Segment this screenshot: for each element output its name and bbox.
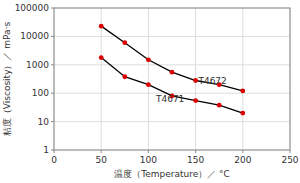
x-tick-label: 50 — [95, 155, 107, 165]
series-marker — [193, 98, 198, 103]
axes: 1 10 100 1000 10000 100000 0 50 100 150 200 250 — [15, 3, 299, 165]
chart: 1 10 100 1000 10000 100000 0 50 100 150 200 250 温度（T… — [0, 0, 300, 183]
series-marker — [122, 74, 127, 79]
y-tick-label: 1000 — [26, 60, 49, 70]
x-tick-label: 150 — [187, 155, 204, 165]
series-marker — [240, 89, 245, 94]
series-marker — [240, 111, 245, 116]
series-line — [101, 58, 243, 114]
series-marker — [170, 70, 175, 75]
series-marker — [99, 24, 104, 29]
grid — [54, 8, 290, 150]
x-tick-label: 0 — [51, 155, 57, 165]
x-axis-label: 温度（Temperature）／ °C — [114, 169, 230, 179]
x-tick-label: 200 — [234, 155, 251, 165]
x-grid-line — [148, 8, 149, 150]
y-tick-label: 10 — [38, 117, 50, 127]
line-label: T4672 — [197, 76, 226, 86]
series-marker — [146, 82, 151, 87]
y-grid-line — [54, 121, 290, 122]
series-marker — [217, 103, 222, 108]
y-tick-label: 10000 — [20, 31, 49, 41]
series-marker — [193, 78, 198, 83]
y-tick-label: 100 — [32, 88, 49, 98]
plot-area — [54, 8, 290, 150]
plot-frame — [54, 8, 290, 150]
chart-container: 1 10 100 1000 10000 100000 0 50 100 150 200 250 温度（T… — [0, 0, 300, 183]
y-grid-line — [54, 36, 290, 37]
y-tick-label: 100000 — [15, 3, 50, 13]
x-tick-label: 250 — [281, 155, 298, 165]
data — [99, 24, 245, 116]
line-label: T4671 — [155, 94, 184, 104]
x-grid-line — [101, 8, 102, 150]
x-grid-line — [242, 8, 243, 150]
series-marker — [99, 55, 104, 60]
y-tick-label: 1 — [43, 145, 49, 155]
series-marker — [146, 57, 151, 62]
x-tick-label: 100 — [140, 155, 157, 165]
y-grid-line — [54, 64, 290, 65]
y-axis-label: 粘度（Viscosity）／ mPa·s — [2, 22, 12, 137]
series-marker — [122, 40, 127, 45]
series-line — [101, 26, 243, 91]
